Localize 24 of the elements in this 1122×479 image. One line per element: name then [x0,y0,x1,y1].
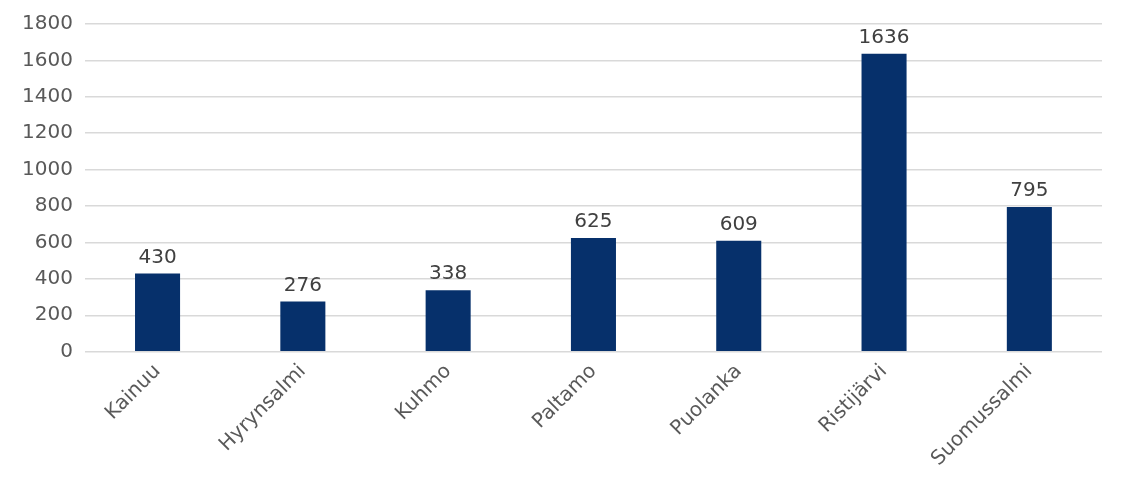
y-tick-label: 800 [34,192,73,217]
y-tick-label: 1200 [21,119,73,144]
data-label: 338 [429,260,468,285]
data-label: 795 [1010,177,1049,202]
y-tick-label: 0 [60,337,73,362]
bar [570,237,616,351]
data-label: 1636 [858,24,910,49]
data-label: 609 [719,211,758,236]
y-tick-label: 600 [34,228,73,253]
bar [861,53,907,351]
bar [135,273,181,351]
y-tick-label: 1400 [21,83,73,108]
y-tick-label: 200 [34,301,73,326]
y-tick-label: 400 [34,265,73,290]
data-label: 276 [283,271,322,296]
data-label: 625 [574,208,613,233]
y-tick-label: 1800 [21,10,73,35]
data-label: 430 [138,243,177,268]
y-tick-label: 1000 [21,155,73,180]
y-tick-label: 1600 [21,46,73,71]
bar [1006,206,1052,351]
bar [280,301,326,351]
bar [425,290,471,351]
bar [716,240,762,351]
